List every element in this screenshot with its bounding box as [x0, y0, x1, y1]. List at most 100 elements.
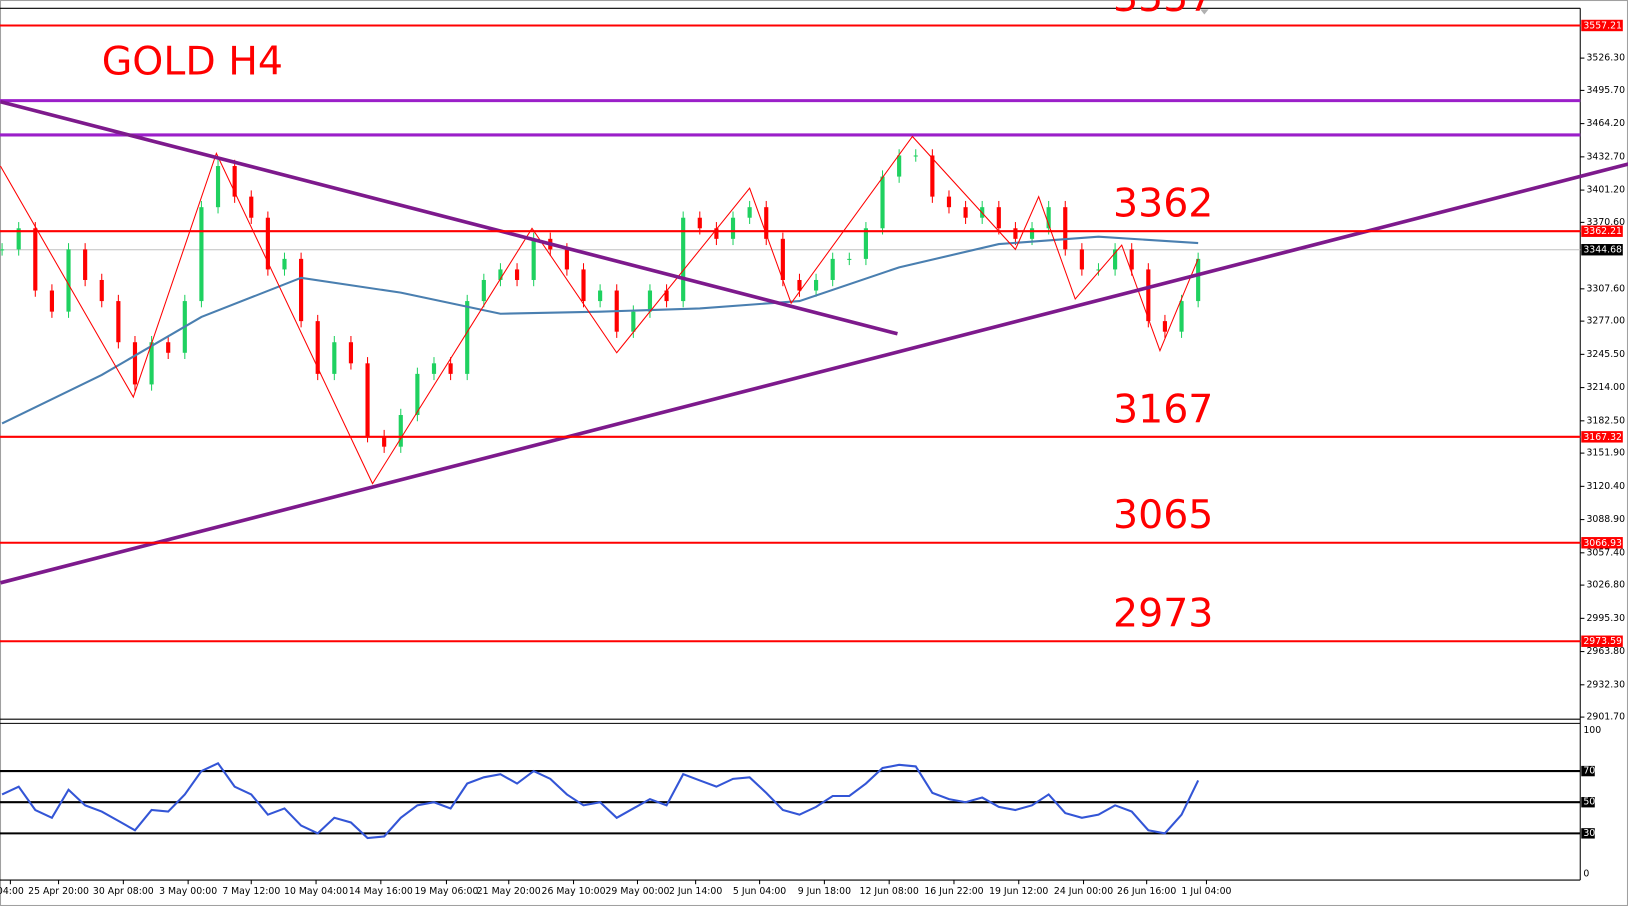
candle-body — [465, 301, 470, 374]
candle-body — [897, 155, 902, 177]
y-tick-label: 3026.80 — [1586, 580, 1625, 591]
candle-body — [780, 238, 785, 280]
candle-body — [1096, 269, 1101, 271]
candle-body — [166, 342, 171, 353]
candle-body — [0, 249, 5, 251]
x-tick-label: 19 Jun 12:00 — [989, 886, 1048, 897]
candle-body — [33, 228, 38, 291]
rsi-tick-label: 50 — [1583, 797, 1595, 808]
trendline — [0, 99, 898, 336]
x-tick-label: 7 May 12:00 — [222, 886, 280, 897]
level-tag — [1581, 635, 1623, 647]
candle-body — [332, 342, 337, 374]
candle-body — [863, 228, 868, 259]
candle-body — [963, 207, 968, 218]
candle-body — [730, 217, 736, 239]
candle-body — [913, 155, 918, 157]
level-annotation: 3065 — [1113, 492, 1213, 538]
candle-body — [215, 166, 221, 208]
y-tick-label: 3214.00 — [1586, 382, 1625, 393]
candle-body — [747, 207, 752, 218]
level-annotation: 3362 — [1113, 181, 1213, 227]
x-tick-label: 14 May 16:00 — [349, 886, 413, 897]
x-tick-label: 25 Apr 20:00 — [28, 886, 89, 897]
x-tick-label: 1 Jul 04:00 — [1181, 886, 1231, 897]
level-tag-label: 3066.93 — [1583, 538, 1622, 549]
current-price-tag — [1581, 244, 1623, 256]
candle-body — [398, 415, 403, 447]
y-tick-label: 2995.30 — [1586, 613, 1625, 624]
trendline — [0, 162, 1628, 585]
rsi-tick-box — [1581, 828, 1595, 839]
candle-body — [265, 217, 270, 270]
x-tick-label: 29 May 00:00 — [606, 886, 670, 897]
y-tick-label: 3151.90 — [1586, 448, 1625, 459]
x-tick-label: 26 May 10:00 — [542, 886, 606, 897]
candle-body — [1046, 207, 1051, 229]
y-tick-label: 2901.70 — [1586, 712, 1625, 723]
chart-title: GOLD H4 — [102, 39, 283, 85]
x-tick-label: 9 Jun 18:00 — [798, 886, 851, 897]
candle-body — [1029, 228, 1035, 239]
y-tick-label: 2963.80 — [1586, 646, 1625, 657]
candle-body — [16, 228, 21, 250]
candle-body — [1113, 249, 1118, 270]
candle-body — [348, 342, 354, 364]
rsi-tick-box — [1581, 797, 1595, 808]
candle-body — [514, 269, 520, 280]
candle-body — [132, 342, 138, 385]
candle-body — [1146, 269, 1151, 322]
candle-body — [598, 290, 603, 302]
y-tick-label: 3370.60 — [1586, 217, 1625, 228]
candle-body — [431, 363, 437, 374]
level-tag-label: 3557.21 — [1583, 21, 1622, 32]
y-tick-label: 3120.40 — [1586, 481, 1625, 492]
candle-body — [681, 217, 686, 302]
zigzag — [0, 135, 1199, 485]
candle-body — [66, 249, 71, 312]
y-tick-label: 3432.70 — [1586, 151, 1625, 162]
candle-body — [531, 238, 536, 280]
candle-body — [1079, 249, 1084, 270]
x-tick-label: 30 Apr 08:00 — [93, 886, 154, 897]
candle-body — [564, 249, 569, 270]
candle-body — [232, 166, 237, 197]
candle-body — [1196, 258, 1201, 302]
candle-body — [1063, 207, 1068, 250]
x-tick-label: 12 Jun 08:00 — [860, 886, 919, 897]
y-tick-label: 3182.50 — [1586, 415, 1625, 426]
level-tag-label: 3167.32 — [1583, 432, 1622, 443]
x-tick-label: 24 Jun 00:00 — [1054, 886, 1113, 897]
x-tick-label: 10 May 04:00 — [284, 886, 348, 897]
y-tick-label: 3401.20 — [1586, 185, 1625, 196]
candle-body — [365, 363, 370, 437]
y-tick-label: 3245.50 — [1586, 349, 1625, 360]
rsi-tick-label: 100 — [1583, 725, 1601, 736]
candle-body — [1179, 301, 1184, 332]
candle-body — [814, 279, 819, 291]
level-tag — [1581, 537, 1623, 549]
candle-body — [249, 196, 254, 218]
level-annotation: 3557 — [1113, 0, 1213, 21]
moving-average — [1, 235, 1199, 425]
x-tick-label: 2 Jun 14:00 — [669, 886, 722, 897]
candle-body — [116, 301, 121, 343]
y-tick-label: 3464.20 — [1586, 118, 1625, 129]
candle-body — [315, 321, 320, 374]
level-annotation: 3167 — [1113, 386, 1213, 432]
y-tick-label: 3057.40 — [1586, 547, 1625, 558]
y-tick-label: 3088.90 — [1586, 514, 1625, 525]
current-price-label: 3344.68 — [1583, 245, 1622, 256]
candle-body — [946, 196, 952, 208]
candle-body — [415, 373, 420, 416]
candle-body — [498, 269, 503, 280]
y-tick-label: 3307.60 — [1586, 283, 1625, 294]
x-tick-label: 16 Jun 22:00 — [924, 886, 983, 897]
y-tick-label: 3526.30 — [1586, 53, 1625, 64]
rsi-tick-label: 70 — [1583, 766, 1595, 777]
x-tick-label: 19 May 06:00 — [414, 886, 478, 897]
x-tick-label: 21 May 20:00 — [477, 886, 541, 897]
level-tag — [1581, 19, 1623, 32]
